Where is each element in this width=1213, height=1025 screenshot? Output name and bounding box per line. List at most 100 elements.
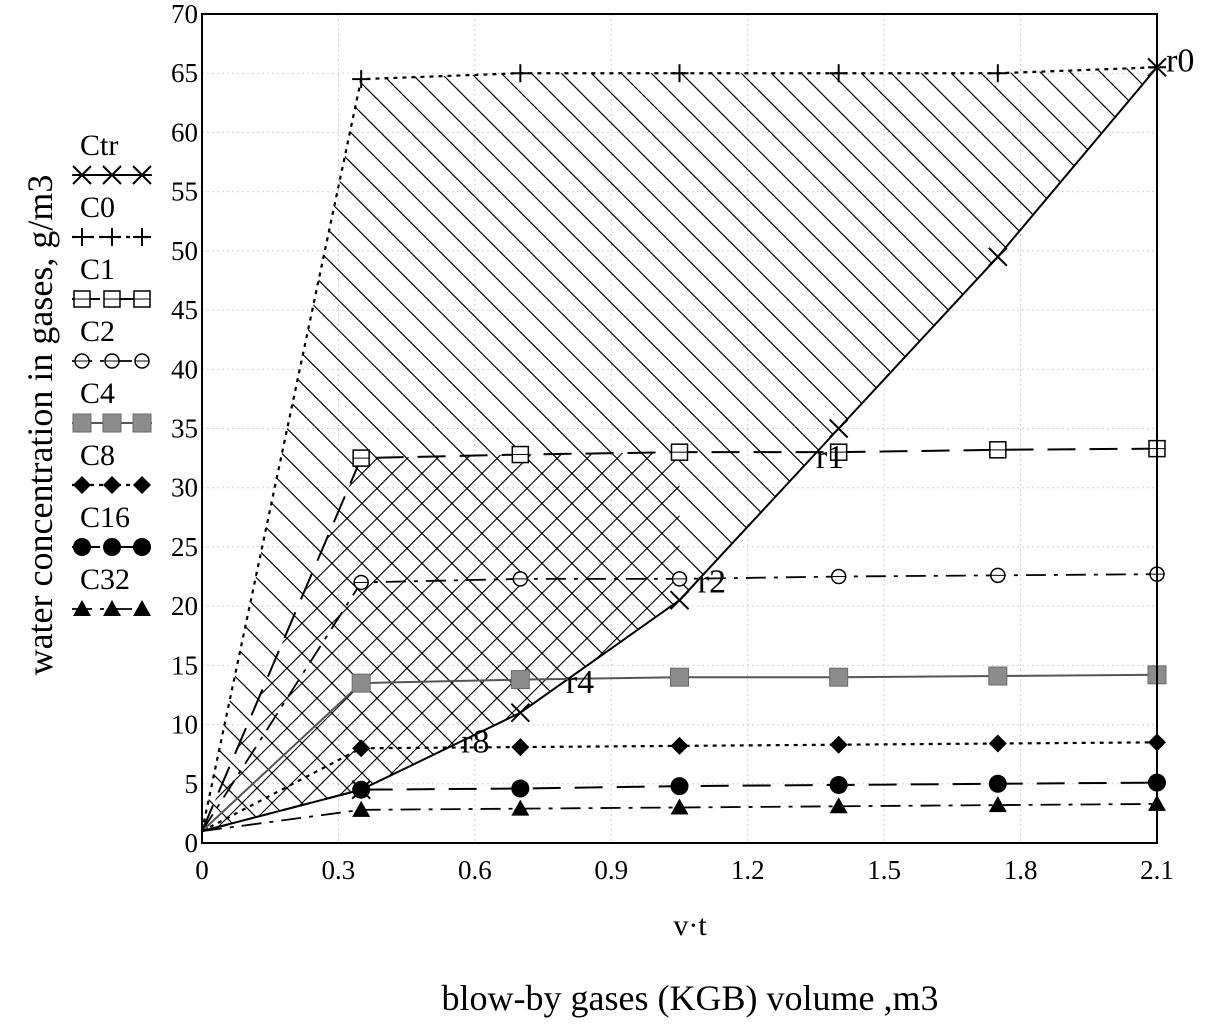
marker-open-circle	[671, 571, 688, 587]
x-axis-title: blow-by gases (KGB) volume ,m3	[442, 978, 939, 1018]
y-tick-label: 55	[171, 177, 198, 207]
y-tick-label: 20	[171, 591, 198, 621]
legend-item: C4	[72, 377, 152, 433]
series-c1	[201, 439, 1166, 832]
annotation-label: r1	[816, 439, 844, 476]
legend-label: C16	[80, 501, 130, 534]
legend-label: C2	[80, 315, 115, 348]
marker-+	[352, 70, 371, 89]
marker-filled-triangle	[988, 796, 1007, 813]
marker-filled-triangle	[103, 600, 121, 616]
marker-filled-triangle	[670, 798, 689, 815]
legend-item: C16	[72, 501, 152, 556]
marker-open-circle	[990, 567, 1006, 584]
legend-label: C4	[80, 377, 115, 410]
marker-grey-square	[132, 413, 152, 433]
marker-filled-diamond	[133, 476, 151, 494]
y-tick-label: 45	[171, 295, 198, 325]
series-layer	[200, 57, 1167, 833]
marker-grey-square	[351, 673, 371, 693]
marker-x	[72, 165, 92, 185]
marker-filled-triangle	[73, 600, 91, 616]
marker-filled-circle	[133, 538, 151, 556]
marker-+	[511, 64, 530, 83]
y-tick-label: 50	[171, 236, 198, 266]
legend-label: C32	[80, 563, 130, 596]
marker-+	[670, 64, 689, 83]
x-tick-label: 0.6	[458, 855, 492, 885]
marker-filled-circle	[670, 777, 689, 796]
marker-x	[102, 165, 122, 185]
marker-filled-diamond	[511, 738, 530, 757]
annotations: r0 r1 r2 r4 r8	[461, 42, 1194, 760]
marker-grey-square	[670, 667, 689, 687]
legend: Ctr C0 C1 C2 C4 C8 C16 C32	[72, 129, 152, 616]
y-tick-label: 35	[171, 414, 198, 444]
annotation-label: r4	[566, 664, 594, 701]
marker-grey-square	[988, 666, 1008, 686]
x-tick-label: 2.1	[1140, 855, 1174, 885]
marker-filled-circle	[511, 779, 530, 798]
marker-open-square	[73, 290, 91, 308]
marker-open-circle	[830, 568, 847, 585]
legend-label: C8	[80, 439, 115, 472]
marker-grey-square	[72, 413, 92, 433]
marker-grey-square	[510, 670, 530, 690]
marker-filled-circle	[352, 780, 371, 799]
marker-open-square	[133, 290, 151, 308]
grid	[201, 13, 1158, 844]
marker-filled-triangle	[829, 797, 848, 814]
marker-filled-circle	[103, 538, 121, 556]
y-tick-label: 70	[171, 0, 198, 29]
legend-item: C0	[72, 191, 152, 246]
marker-filled-circle	[988, 774, 1007, 793]
marker-x	[510, 703, 531, 723]
marker-filled-diamond	[103, 476, 121, 494]
x-tick-label: 0.3	[322, 855, 356, 885]
marker-filled-diamond	[670, 736, 689, 755]
legend-item: C1	[72, 253, 152, 308]
marker-open-circle	[74, 353, 90, 369]
marker-open-square	[352, 449, 370, 467]
marker-grey-square	[829, 667, 849, 687]
y-tick-label: 10	[171, 710, 198, 740]
marker-x	[828, 418, 849, 439]
marker-filled-circle	[829, 775, 848, 794]
y-tick-label: 0	[185, 828, 199, 858]
x-tick-label: 0	[195, 855, 209, 885]
legend-item: C2	[72, 315, 152, 369]
legend-item: C32	[72, 563, 152, 616]
y-tick-label: 15	[171, 650, 198, 680]
x-tick-label: 1.2	[731, 855, 765, 885]
legend-label: C1	[80, 253, 115, 286]
legend-label: Ctr	[80, 129, 118, 162]
x-tick-label: 1.5	[867, 855, 901, 885]
legend-label: C0	[80, 191, 115, 224]
marker-open-square	[989, 441, 1007, 459]
legend-item: C8	[72, 439, 152, 494]
y-tick-label: 60	[171, 117, 198, 147]
y-tick-label: 30	[171, 473, 198, 503]
y-tick-label: 25	[171, 532, 198, 562]
marker-filled-circle	[73, 538, 91, 556]
marker-open-square	[511, 445, 530, 464]
series-c16	[201, 773, 1166, 833]
y-tick-label: 40	[171, 354, 198, 384]
marker-filled-triangle	[511, 799, 530, 816]
marker-open-circle	[512, 571, 529, 587]
y-tick-label: 65	[171, 58, 198, 88]
plot-frame	[201, 13, 1158, 844]
annotation-label: r0	[1166, 42, 1194, 79]
annotation-label: r8	[461, 723, 489, 760]
marker-filled-diamond	[829, 735, 848, 754]
series-c32	[201, 794, 1166, 833]
y-tick-label: 5	[185, 769, 199, 799]
marker-filled-triangle	[133, 600, 151, 616]
marker-open-square	[103, 290, 121, 308]
marker-grey-square	[102, 413, 122, 433]
tick-labels: 0 0.3 0.6 0.9 1.2 1.5 1.8 2.1 0 5 10 15 20 25 30 35 40 45…	[171, 0, 1174, 885]
marker-filled-diamond	[352, 739, 371, 758]
marker-+	[103, 228, 121, 246]
marker-+	[988, 64, 1007, 83]
